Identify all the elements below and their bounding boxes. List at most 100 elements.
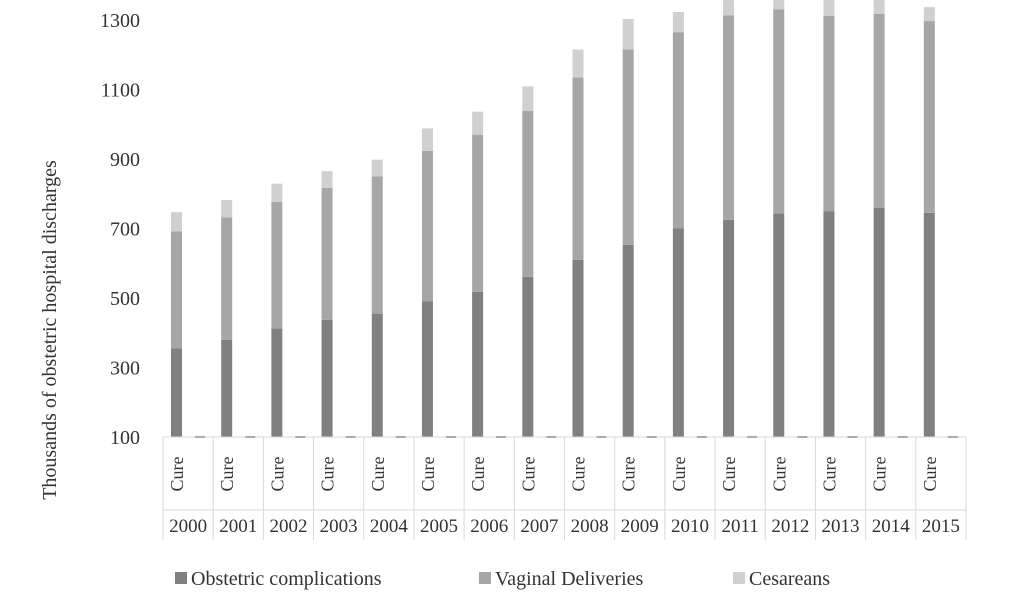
bar-segment	[171, 348, 182, 437]
bar-segment	[723, 15, 735, 220]
bar-segment	[221, 217, 233, 340]
legend-swatch	[175, 572, 187, 584]
legend-item: Obstetric complications	[175, 568, 382, 590]
bar-segment	[723, 0, 735, 16]
x-tick-label: 2006	[470, 516, 508, 537]
legend-label: Obstetric complications	[191, 568, 382, 590]
bar-segment	[472, 291, 484, 437]
bars	[171, 0, 935, 437]
bar-segment	[672, 228, 684, 437]
y-tick-label: 1100	[101, 80, 140, 102]
bar-segment	[823, 211, 835, 437]
bar-segment	[572, 49, 584, 78]
x-tick-label: 2014	[872, 516, 911, 537]
bar-segment	[321, 319, 333, 437]
bar-segment	[221, 200, 233, 218]
y-tick-label: 1300	[100, 10, 140, 32]
x-tick-label: 2004	[370, 516, 409, 537]
legend-item: Vaginal Deliveries	[479, 568, 643, 590]
x-tick-label: 2012	[771, 516, 809, 537]
x-inner-label: Cure	[267, 457, 287, 492]
bar-segment	[572, 77, 584, 260]
bar-segment	[622, 49, 634, 245]
x-inner-label: Cure	[569, 457, 589, 492]
x-inner-label: Cure	[619, 457, 639, 492]
bar-segment	[672, 32, 684, 229]
x-inner-label: Cure	[217, 457, 237, 492]
x-inner-label: Cure	[318, 457, 338, 492]
y-tick-label: 900	[110, 149, 140, 171]
x-axis: Cure 2000 Cure 2001 Cure 2002 Cure 2003 Cure 2004…	[162, 436, 967, 540]
x-tick-label: 2003	[320, 516, 358, 537]
bar-segment	[171, 212, 182, 232]
x-tick-label: 2010	[671, 516, 709, 537]
x-inner-label: Cure	[167, 457, 187, 492]
bar-segment	[622, 18, 634, 50]
bar-segment	[873, 207, 885, 437]
bar-segment	[321, 171, 333, 188]
bar-segment	[371, 159, 383, 177]
legend-item: Cesareans	[733, 568, 830, 590]
bar-segment	[472, 134, 484, 292]
bar-segment	[321, 187, 333, 320]
bar-segment	[371, 176, 383, 314]
x-tick-label: 2001	[219, 516, 257, 537]
bar-segment	[421, 301, 433, 437]
bar-segment	[923, 21, 935, 213]
x-tick-label: 2000	[169, 516, 207, 537]
bar-segment	[271, 183, 283, 202]
bar-segment	[271, 328, 283, 437]
bar-segment	[773, 0, 785, 10]
x-inner-label: Cure	[468, 457, 488, 492]
bar-segment	[522, 86, 534, 111]
x-tick-label: 2005	[420, 516, 458, 537]
x-tick-label: 2013	[822, 516, 860, 537]
bar-segment	[421, 128, 433, 152]
x-tick-label: 2002	[269, 516, 307, 537]
bar-segment	[421, 151, 433, 302]
x-inner-label: Cure	[418, 457, 438, 492]
bar-segment	[271, 201, 283, 329]
legend-swatch	[479, 572, 491, 584]
x-inner-label: Cure	[870, 457, 890, 492]
bar-segment	[371, 313, 383, 437]
x-inner-label: Cure	[518, 457, 538, 492]
x-inner-label: Cure	[819, 457, 839, 492]
y-axis-label: Thousands of obstetric hospital discharg…	[39, 160, 61, 500]
x-inner-label: Cure	[719, 457, 739, 492]
legend-swatch	[733, 572, 745, 584]
x-inner-label: Cure	[368, 457, 388, 492]
y-tick-label: 100	[110, 427, 140, 449]
y-tick-label: 500	[110, 288, 140, 310]
bar-segment	[873, 0, 885, 14]
bar-segment	[923, 7, 935, 22]
bar-segment	[672, 12, 684, 33]
bar-segment	[171, 231, 182, 349]
bar-segment	[823, 0, 835, 16]
bar-segment	[923, 212, 935, 437]
legend: Obstetric complications Vaginal Deliverie…	[175, 568, 830, 590]
bar-segment	[823, 15, 835, 212]
bar-segment	[873, 13, 885, 208]
bar-segment	[773, 213, 785, 437]
bar-segment	[572, 259, 584, 437]
x-inner-label: Cure	[920, 457, 940, 492]
bar-segment	[522, 110, 534, 277]
bar-segment	[622, 244, 634, 437]
x-tick-label: 2007	[520, 516, 558, 537]
y-tick-label: 700	[110, 219, 140, 241]
y-axis-ticks: 100 300 500 700 900 1100 1300	[100, 10, 140, 449]
bar-segment	[221, 339, 233, 437]
x-tick-label: 2009	[621, 516, 659, 537]
bar-segment	[773, 9, 785, 214]
x-tick-label: 2015	[922, 516, 960, 537]
bar-segment	[522, 276, 534, 437]
x-inner-label: Cure	[669, 457, 689, 492]
x-tick-label: 2008	[571, 516, 609, 537]
x-tick-label: 2011	[722, 516, 759, 537]
x-inner-label: Cure	[769, 457, 789, 492]
bar-segment	[472, 111, 484, 135]
bar-segment	[723, 219, 735, 437]
legend-label: Cesareans	[749, 568, 830, 590]
